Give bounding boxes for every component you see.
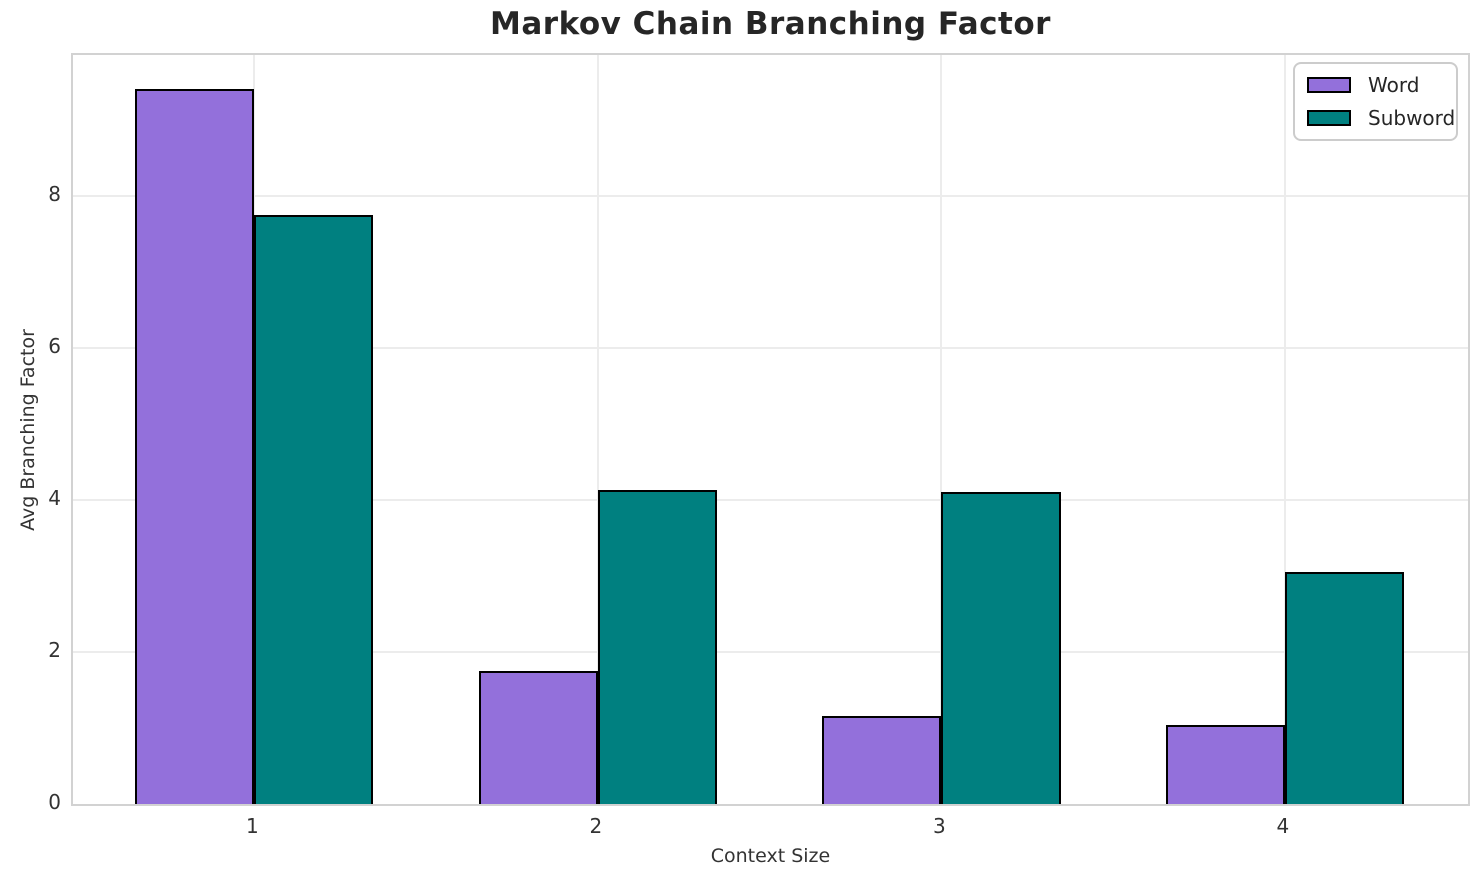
gridline-horizontal [73,347,1468,350]
y-tick-label: 8 [48,182,61,207]
gridline-vertical [596,55,599,804]
y-tick-label: 0 [48,790,61,814]
x-tick-label: 4 [1276,814,1290,838]
bar-word-4 [1165,725,1285,804]
legend-label-subword: Subword [1368,106,1456,130]
y-tick-label: 4 [48,486,61,511]
legend-item-word: Word [1307,73,1444,97]
gridline-horizontal [73,651,1468,654]
legend: Word Subword [1293,62,1458,141]
gridline-vertical [1283,55,1286,804]
legend-label-word: Word [1368,73,1420,97]
y-axis-label: Avg Branching Factor [17,329,39,531]
x-tick-label: 3 [933,814,946,838]
bar-subword-4 [1284,572,1405,804]
y-tick-label: 6 [48,334,61,359]
y-tick-label: 2 [48,638,61,663]
bar-word-3 [822,715,942,804]
bar-word-2 [478,671,598,804]
x-tick-label: 1 [245,814,259,838]
bar-subword-2 [597,490,717,804]
legend-item-subword: Subword [1307,106,1455,130]
chart-title: Markov Chain Branching Factor [490,6,1051,42]
gridline-horizontal [73,195,1468,198]
subword-swatch-icon [1307,110,1351,126]
x-axis-label: Context Size [710,845,831,867]
bar-subword-1 [254,215,374,804]
bar-word-1 [135,89,255,804]
word-swatch-icon [1307,77,1351,93]
gridline-vertical [940,55,943,804]
plot-area [71,53,1470,806]
x-tick-label: 2 [589,814,603,838]
bar-subword-3 [941,491,1061,804]
gridline-horizontal [73,499,1468,502]
